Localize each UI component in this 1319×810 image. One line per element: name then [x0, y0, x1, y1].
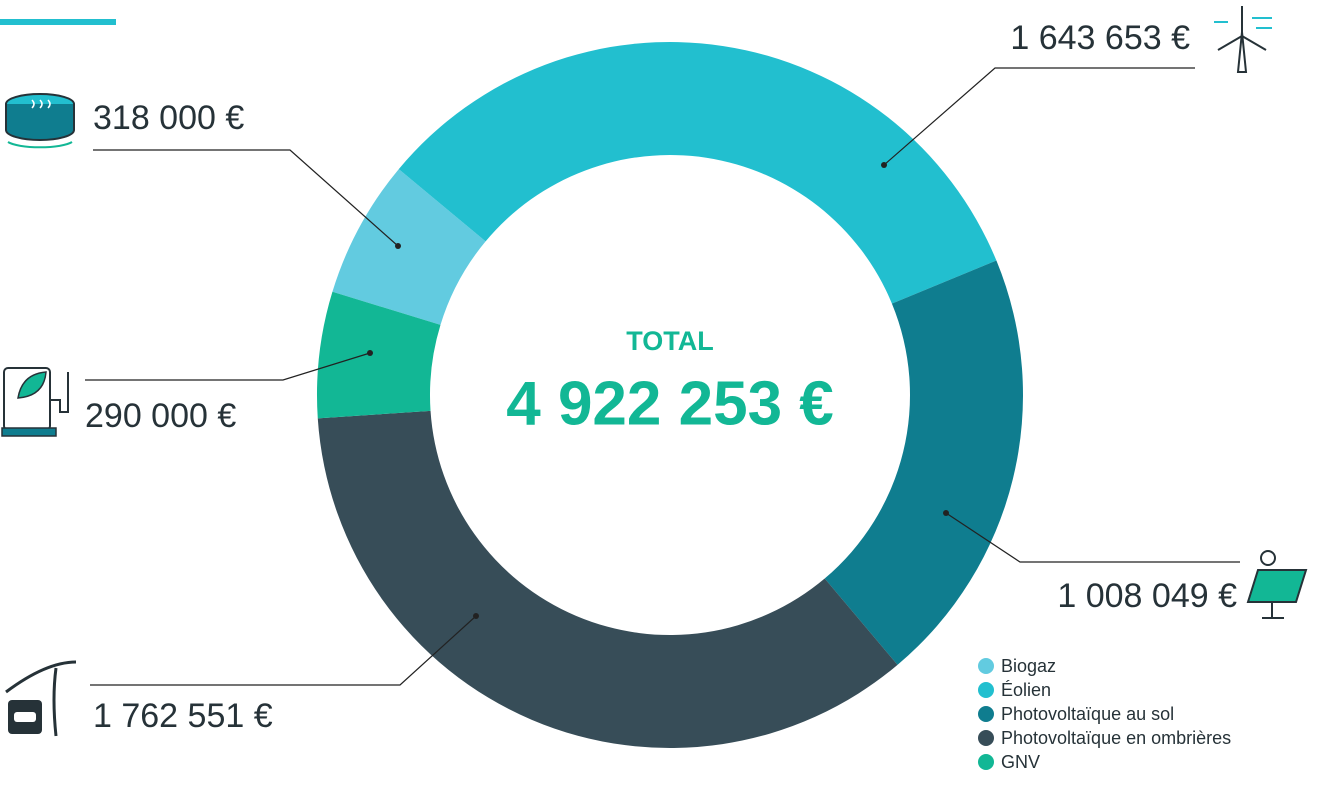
- icon-wind: [1214, 6, 1272, 73]
- leader-line: [883, 67, 1195, 166]
- legend-label: GNV: [1001, 752, 1040, 772]
- legend-label: Éolien: [1001, 680, 1051, 700]
- donut: [317, 41, 1024, 748]
- legend-label: Photovoltaïque en ombrières: [1001, 728, 1231, 748]
- icon-biogaz: [5, 93, 75, 149]
- leader-line: [93, 149, 399, 247]
- legend-marker: [978, 682, 994, 698]
- leader-dot: [473, 613, 479, 619]
- legend-marker: [978, 730, 994, 746]
- leader-line: [90, 615, 477, 686]
- legend-marker: [978, 754, 994, 770]
- legend-marker: [978, 658, 994, 674]
- donut-slice: [317, 291, 441, 419]
- icon-carport: [5, 660, 77, 737]
- donut-slice: [317, 410, 898, 748]
- leader-dot: [881, 162, 887, 168]
- icon-solar: [1246, 550, 1308, 619]
- value-label: 1 643 653 €: [1010, 19, 1190, 57]
- leader-line: [945, 512, 1240, 563]
- value-label: 318 000 €: [93, 99, 244, 137]
- value-label: 290 000 €: [85, 397, 236, 435]
- total-title: TOTAL: [626, 326, 714, 356]
- leader-dot: [395, 243, 401, 249]
- donut-slice: [332, 169, 486, 325]
- leader-dot: [367, 350, 373, 356]
- legend-marker: [978, 706, 994, 722]
- leader-dot: [943, 510, 949, 516]
- leader-line: [85, 352, 371, 381]
- legend-label: Biogaz: [1001, 656, 1056, 676]
- legend-label: Photovoltaïque au sol: [1001, 704, 1174, 724]
- total-value: 4 922 253 €: [506, 369, 834, 438]
- value-label: 1 008 049 €: [1057, 577, 1237, 615]
- value-label: 1 762 551 €: [93, 697, 273, 735]
- accent-bar: [0, 19, 116, 25]
- donut-slice: [824, 260, 1024, 665]
- icon-gnv: [1, 367, 69, 437]
- donut-slice: [398, 41, 997, 304]
